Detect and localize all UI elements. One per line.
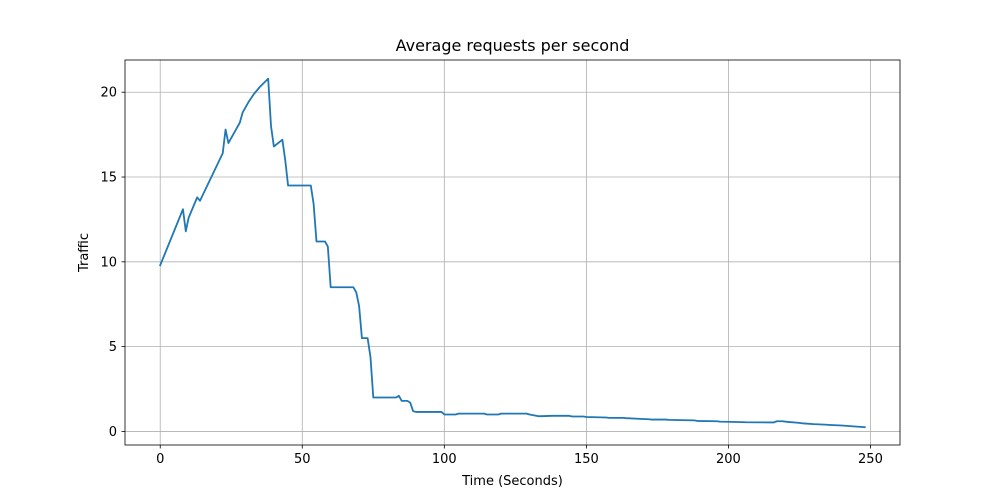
y-tick-label: 20 (100, 86, 117, 101)
x-tick-label: 250 (858, 452, 883, 467)
chart-title: Average requests per second (396, 36, 630, 55)
x-tick-label: 100 (432, 452, 457, 467)
y-tick-label: 0 (109, 425, 117, 440)
x-tick-label: 200 (716, 452, 741, 467)
plot-area-frame (124, 59, 901, 446)
y-tick-label: 10 (100, 255, 117, 270)
y-tick-label: 15 (100, 171, 117, 186)
series-line (159, 77, 866, 429)
grid-lines (125, 60, 900, 445)
x-axis-label: Time (Seconds) (461, 474, 563, 489)
series-layer (159, 77, 866, 429)
y-tick-label: 5 (109, 340, 117, 355)
x-tick-label: 50 (294, 452, 311, 467)
x-tick-label: 0 (156, 452, 164, 467)
y-axis-label: Traffic (77, 233, 92, 273)
axis-ticks: 0 50 100 150 200 250 0 5 10 15 20 (100, 86, 882, 467)
x-tick-label: 150 (574, 452, 599, 467)
